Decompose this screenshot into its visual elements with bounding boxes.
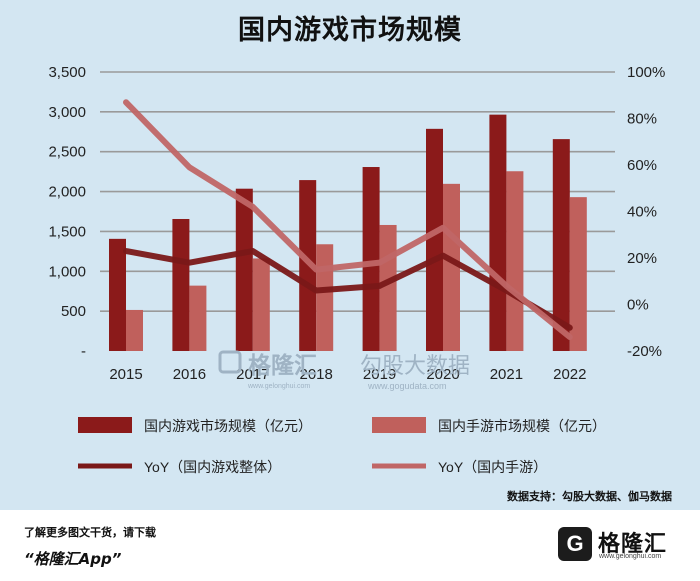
bar [426,128,443,351]
y-left-tick-label: 3,000 [48,104,86,121]
bar [489,114,507,351]
chart-title: 国内游戏市场规模 [238,15,462,46]
watermark-logo-icon [218,350,242,374]
bar [235,188,253,351]
data-source: 数据支持：勾股大数据、伽马数据 [507,490,672,503]
y-right-tick-label: -20% [627,343,662,360]
y-left-tick-label: 3,500 [48,64,86,81]
x-tick-label: 2017 [236,366,269,383]
bar [362,167,380,351]
chart-svg: - 500 1,000 1,500 2,000 2,500 3,000 3,500 -20% 0%… [48,64,665,475]
logo-url: www.gelonghui.com [599,553,662,560]
y-left-tick-label: 2,500 [48,144,86,161]
bar [299,180,317,351]
y-left-tick-label: 2,000 [48,184,86,201]
y-right-tick-label: 0% [627,297,649,314]
x-tick-label: 2020 [426,366,459,383]
watermark-brand: 格隆汇 [248,352,317,378]
x-tick-label: 2016 [173,366,206,383]
bar [552,139,570,351]
legend-label: YoY（国内游戏整体） [144,459,281,475]
bar [172,218,190,351]
bar [109,238,126,351]
y-left-tick-label: - [81,343,86,360]
x-tick-label: 2021 [490,366,523,383]
watermark-url: www.gelonghui.com [247,383,310,390]
x-tick-label: 2022 [553,366,586,383]
bar [443,183,460,351]
y-right-tick-label: 80% [627,111,657,128]
chart-card: 国内游戏市场规模 - 500 1,000 1,500 2,000 2,500 3,000 3,… [0,0,700,510]
y-left-tick-label: 500 [61,303,86,320]
logo-name: 格隆汇 [598,532,668,557]
bar [126,309,143,351]
bar [506,171,524,351]
watermark-url: www.gogudata.com [367,381,447,391]
legend-label: 国内手游市场规模（亿元） [438,418,606,434]
y-left-tick-label: 1,000 [48,263,86,280]
y-right-tick-label: 20% [627,250,657,267]
legend-swatch [78,417,132,433]
y-right-tick-label: 40% [627,204,657,221]
y-right-tick-label: 100% [627,64,665,81]
series-line [123,99,573,341]
watermark-brand: 勾股大数据 [360,353,470,378]
bar [316,244,334,351]
bar [569,197,587,351]
y-left-tick-label: 1,500 [48,223,86,240]
series-line [123,248,573,331]
x-tick-label: 2015 [109,366,142,383]
promo-app-name: “格隆汇App” [24,550,122,568]
legend-swatch [372,417,426,433]
y-right-tick-label: 60% [627,157,657,174]
x-tick-label: 2019 [363,366,396,383]
brand-logo: G 格隆汇 www.gelonghui.com [558,525,688,565]
bar [189,285,207,351]
bar [252,258,270,351]
legend-label: YoY（国内手游） [438,459,547,475]
x-tick-label: 2018 [300,366,333,383]
logo-badge-icon: G [558,527,592,561]
legend-label: 国内游戏市场规模（亿元） [144,418,312,434]
footer: 了解更多图文干货，请下载 “格隆汇App” G 格隆汇 www.gelonghu… [0,510,700,581]
promo-text: 了解更多图文干货，请下载 [24,526,156,539]
